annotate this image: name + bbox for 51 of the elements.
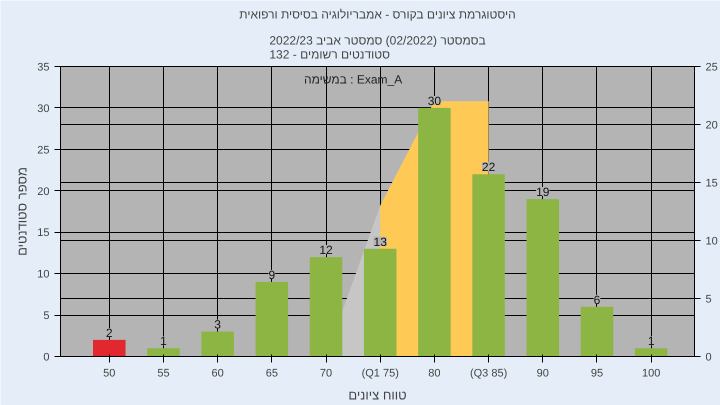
bar (310, 257, 342, 356)
y2-tick-label: 25 (706, 62, 718, 74)
data-label: 19 (536, 185, 550, 200)
y-tick-label: 30 (37, 102, 50, 115)
chart-title: היסטוגרמת ציונים בקורס - אמבריולוגיה בסיסית ורפואית (239, 8, 516, 22)
x-tick-label: 95 (590, 368, 604, 380)
data-label: 13 (374, 234, 388, 249)
x-tick-label: 55 (157, 368, 170, 380)
data-label: 9 (268, 268, 276, 282)
x-tick-label: 70 (320, 368, 332, 380)
bar (634, 348, 668, 356)
x-tick-label: 100 (642, 368, 660, 380)
bar (526, 199, 560, 356)
bar (418, 108, 451, 356)
data-label: 3 (214, 318, 222, 332)
y-tick-label: 10 (37, 268, 50, 281)
x-tick-label: 50 (103, 368, 116, 380)
bar (580, 306, 614, 356)
y2-tick-label: 0 (706, 352, 712, 364)
bar (93, 340, 126, 356)
y2-tick-label: 15 (706, 178, 718, 190)
data-label: 30 (428, 94, 442, 108)
y-tick-label: 25 (37, 144, 50, 156)
chart-subtitle: בסמסטר (02/2022) סמסטר אביב 2022/23 סטודנטים רשומים - 132 (269, 34, 486, 62)
x-tick-label: (Q1 75) (362, 368, 399, 380)
data-label: 6 (594, 292, 601, 307)
y-tick-label: 5 (43, 310, 50, 322)
y-tick-label: 0 (43, 352, 50, 364)
bar (201, 332, 234, 356)
y2-tick-label: 5 (706, 294, 712, 306)
y2-tick-label: 10 (706, 236, 718, 248)
data-label: 2 (106, 326, 113, 340)
bar (472, 174, 505, 356)
bar (147, 348, 180, 356)
y2-tick-label: 20 (706, 120, 718, 132)
y-tick-label: 35 (37, 62, 50, 74)
y-tick-label: 20 (37, 186, 50, 198)
data-label: 12 (319, 243, 334, 258)
x-tick-label: 65 (266, 368, 278, 380)
x-tick-label: 60 (212, 368, 224, 380)
y-axis-title: מספר סטודנטים (14, 167, 30, 256)
y-tick-label: 15 (37, 227, 50, 240)
x-tick-label: 90 (536, 368, 549, 380)
x-tick-label: (Q3 85) (470, 368, 508, 380)
data-label: 22 (482, 160, 496, 174)
data-label: 1 (648, 334, 655, 348)
data-label: 1 (160, 334, 168, 348)
bar (256, 282, 288, 356)
x-tick-label: 80 (428, 368, 441, 380)
x-axis-title: טווח ציונים (348, 388, 407, 402)
bar (364, 248, 396, 356)
